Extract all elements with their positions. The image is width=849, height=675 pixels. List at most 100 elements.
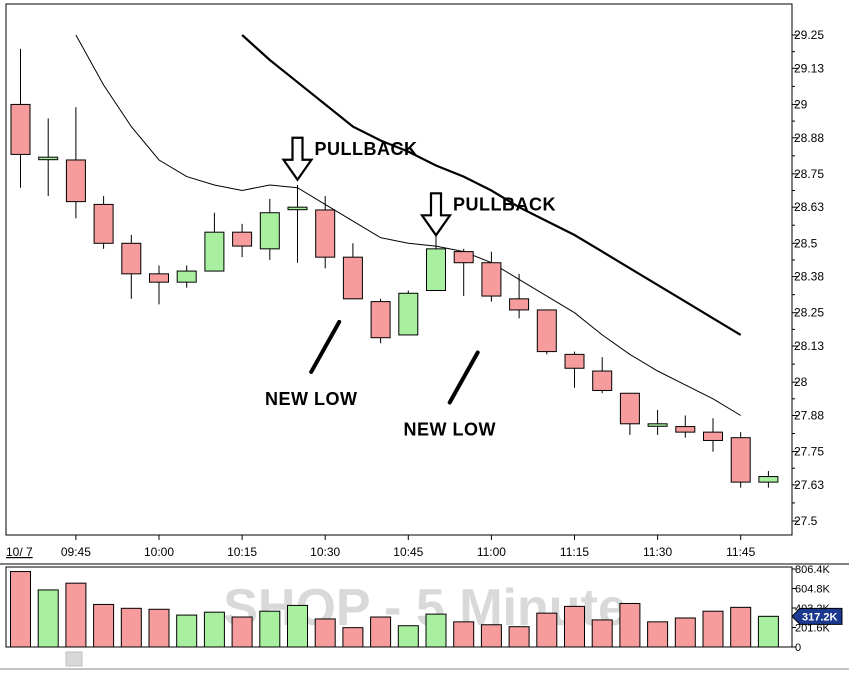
scroll-thumb[interactable] <box>65 651 83 667</box>
candle-body <box>342 256 363 300</box>
candle-body <box>232 231 253 247</box>
volume-bar <box>591 619 613 648</box>
volume-bar <box>37 589 59 648</box>
candle <box>647 409 668 435</box>
candle-body <box>176 270 197 283</box>
pullback-label: PULLBACK <box>453 194 556 214</box>
time-tick-label: 09:45 <box>61 545 91 559</box>
candle-body <box>453 251 474 264</box>
candle-body <box>481 262 502 297</box>
candle-body <box>121 242 142 275</box>
candle-body <box>38 156 59 161</box>
price-tick-label: 28.38 <box>794 270 824 284</box>
new-low-slash <box>309 319 342 374</box>
candle-body <box>536 309 557 353</box>
volume-bar <box>314 618 336 648</box>
price-tick-label: 29.13 <box>794 61 824 75</box>
candle <box>426 234 446 291</box>
volume-tick-label: 0 <box>795 642 801 654</box>
price-tick-label: 28.63 <box>794 200 824 214</box>
candle <box>509 273 530 319</box>
price-tick-label: 28.75 <box>794 167 824 181</box>
volume-bar <box>425 613 447 648</box>
price-tick-label: 27.75 <box>794 445 824 459</box>
current-volume-label: 317.2K <box>802 611 838 623</box>
candle <box>315 196 336 269</box>
candle-body <box>398 292 419 336</box>
time-tick-label: 11:00 <box>477 545 506 559</box>
candle <box>398 290 419 336</box>
volume-bar <box>757 615 779 648</box>
volume-bar <box>287 604 308 648</box>
candle-body <box>65 159 86 203</box>
volume-bar <box>453 621 475 648</box>
price-tick-label: 29.25 <box>794 28 824 42</box>
new-low-slash <box>447 350 480 405</box>
candle-body <box>287 206 308 211</box>
time-tick-label: 10:30 <box>310 545 340 559</box>
candle <box>564 351 585 388</box>
price-tick-label: 29 <box>794 97 808 111</box>
candle <box>121 234 142 299</box>
price-tick-label: 27.5 <box>794 514 818 528</box>
pullback-arrow-icon <box>281 136 314 182</box>
candle-body <box>426 248 446 291</box>
candle <box>453 248 474 297</box>
time-tick-label: 10:15 <box>227 545 257 559</box>
volume-bar <box>674 617 696 648</box>
candle-body <box>592 370 613 391</box>
candle <box>232 223 253 258</box>
candle <box>259 198 280 260</box>
current-volume-flag <box>791 607 843 625</box>
date-label: 10/ 7 <box>6 545 33 559</box>
candle-body <box>619 392 640 425</box>
candle-body <box>564 353 585 369</box>
candle-body <box>509 298 530 311</box>
volume-bar <box>10 571 31 648</box>
volume-bar <box>730 606 752 648</box>
volume-bar <box>259 610 281 648</box>
volume-bar <box>480 624 502 648</box>
candle <box>675 415 696 438</box>
price-tick-label: 28 <box>794 375 808 389</box>
time-tick-label: 10:00 <box>144 545 174 559</box>
volume-bar <box>619 602 641 648</box>
moving-average-fast <box>75 34 741 416</box>
volume-bar <box>702 610 724 648</box>
moving-average-slow <box>241 34 742 336</box>
candle <box>592 357 613 394</box>
volume-bar <box>370 616 392 648</box>
candle-body <box>204 231 225 272</box>
time-tick-label: 11:15 <box>560 545 589 559</box>
candle-body <box>730 437 751 483</box>
candle-body <box>675 426 696 433</box>
candle <box>287 184 308 263</box>
candle <box>619 392 640 435</box>
candle <box>758 471 779 488</box>
candle <box>65 107 86 219</box>
candle-body <box>315 209 336 258</box>
candle-body <box>93 203 114 244</box>
candle-body <box>10 103 31 155</box>
volume-bar <box>564 605 585 648</box>
volume-bar <box>148 608 170 648</box>
new-low-label: NEW LOW <box>265 389 357 409</box>
candle-body <box>149 273 169 283</box>
candle <box>10 48 31 188</box>
candle-body <box>703 431 723 441</box>
volume-bar <box>65 582 87 648</box>
volume-bar <box>176 614 198 648</box>
volume-bar <box>93 603 115 648</box>
candle <box>536 309 557 355</box>
volume-bar <box>203 611 225 648</box>
price-tick-label: 27.63 <box>794 478 824 492</box>
volume-bar <box>647 621 669 648</box>
volume-bar <box>508 626 530 648</box>
volume-bar <box>536 612 558 648</box>
candle <box>370 298 391 344</box>
price-tick-label: 28.88 <box>794 131 824 145</box>
time-tick-label: 11:45 <box>726 545 755 559</box>
volume-tick-label: 201.6K <box>795 623 831 635</box>
candle <box>93 196 114 249</box>
